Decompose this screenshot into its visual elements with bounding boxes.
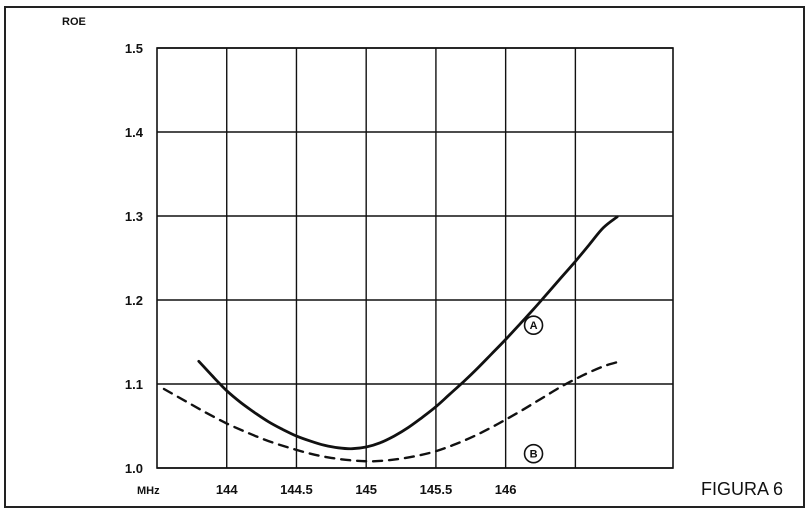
y-tick-label: 1.1 xyxy=(125,377,143,392)
tick-labels: 144 144.5 145 145.5 146 1.0 1.1 1.2 1.3 1.4 1.5 xyxy=(125,41,517,497)
y-tick-label: 1.5 xyxy=(125,41,143,56)
grid xyxy=(156,47,674,469)
series-a-marker-circle xyxy=(523,315,544,336)
x-tick-label: 146 xyxy=(495,482,517,497)
series-b-marker-label: B xyxy=(530,449,538,461)
x-tick-label: 145.5 xyxy=(420,482,453,497)
plot-border xyxy=(156,47,674,469)
y-tick-label: 1.4 xyxy=(125,125,144,140)
series-b-line xyxy=(162,361,619,463)
x-tick-label: 144.5 xyxy=(280,482,313,497)
figure-caption: FIGURA 6 xyxy=(701,479,783,499)
series-a-line xyxy=(197,215,619,451)
y-tick-label: 1.2 xyxy=(125,293,143,308)
outer-frame xyxy=(4,6,805,508)
y-tick-label: 1.3 xyxy=(125,209,143,224)
y-tick-label: 1.0 xyxy=(125,461,143,476)
x-tick-label: 145 xyxy=(355,482,377,497)
series-a-marker-label: A xyxy=(530,320,538,332)
x-axis-title: MHz xyxy=(137,485,160,497)
series-b-marker-circle xyxy=(523,443,544,464)
series-lines xyxy=(162,215,619,463)
x-tick-label: 144 xyxy=(216,482,238,497)
series-markers: AB xyxy=(523,315,544,464)
y-axis-title: ROE xyxy=(62,16,86,28)
